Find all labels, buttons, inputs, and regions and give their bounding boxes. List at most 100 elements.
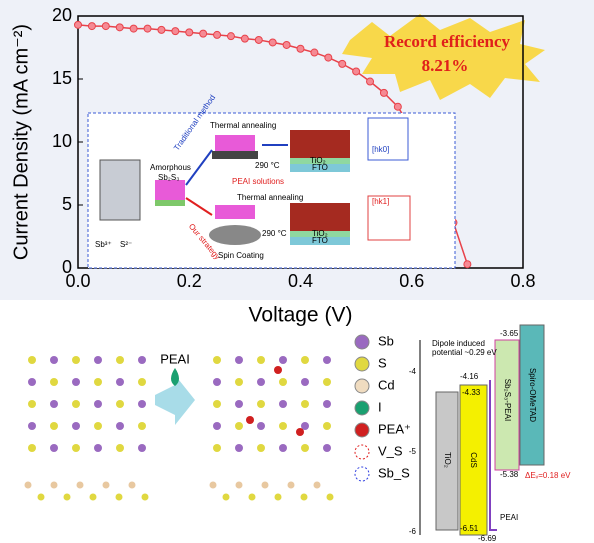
marker <box>310 48 319 57</box>
y-tick-label: 0 <box>62 257 72 277</box>
atom <box>28 378 36 386</box>
atom <box>72 444 80 452</box>
arrow <box>185 149 213 186</box>
legend-label: PEA⁺ <box>378 421 411 436</box>
atom <box>301 356 309 364</box>
inset-text: TiO₂ <box>312 229 328 238</box>
pea <box>274 366 282 374</box>
structure: PEAI Sb S Cd I PEA⁺ V_S Sb_S <box>15 333 411 525</box>
atom <box>300 493 308 501</box>
legend-symbol <box>354 444 370 460</box>
marker <box>185 28 194 37</box>
tio2-layer <box>290 231 350 237</box>
inset-text: Thermal annealing <box>210 121 276 130</box>
atom <box>235 378 243 386</box>
atom <box>141 493 149 501</box>
band-text: TiO₂ <box>443 452 452 468</box>
atom <box>301 378 309 386</box>
absorber-band <box>494 339 520 471</box>
film <box>155 180 185 200</box>
atom <box>323 422 331 430</box>
y-tick-label: 5 <box>62 194 72 214</box>
energy-label: -6 <box>409 527 417 536</box>
atom <box>138 356 146 364</box>
starburst <box>342 14 545 100</box>
x-axis-label: Voltage (V) <box>249 304 353 327</box>
atom <box>274 493 282 501</box>
atom <box>89 493 97 501</box>
marker <box>226 32 235 41</box>
atom <box>257 356 265 364</box>
atom <box>257 422 265 430</box>
arrow-label: PEAI <box>160 351 190 366</box>
atom <box>28 356 36 364</box>
marker <box>101 22 110 31</box>
atom <box>326 493 334 501</box>
band-text: potential ~0.29 eV <box>432 348 497 357</box>
band-text: Dipole induced <box>432 339 485 348</box>
band-text: Sb₂S₃-PEAI <box>503 379 512 421</box>
legend-label: V_S <box>378 443 403 458</box>
atom <box>50 481 58 489</box>
atom <box>138 400 146 408</box>
atom <box>257 400 265 408</box>
annotation: 8.21% <box>422 56 469 75</box>
atom <box>128 481 136 489</box>
atom <box>301 422 309 430</box>
atom <box>94 444 102 452</box>
atom <box>323 356 331 364</box>
arrow <box>185 197 213 216</box>
atom <box>235 400 243 408</box>
atom <box>248 493 256 501</box>
legend-symbol <box>354 378 370 394</box>
atom <box>28 422 36 430</box>
atom <box>94 400 102 408</box>
marker <box>268 38 277 47</box>
inset-text: 290 °C <box>255 161 280 170</box>
marker <box>199 29 208 38</box>
atom <box>94 356 102 364</box>
marker <box>157 25 166 34</box>
x-tick-label: 0.0 <box>65 271 90 291</box>
atom <box>235 356 243 364</box>
atom <box>323 400 331 408</box>
atom <box>213 422 221 430</box>
atom <box>279 356 287 364</box>
legend-label: I <box>378 399 382 414</box>
legend-label: S <box>378 355 387 370</box>
x-tick-label: 0.4 <box>288 271 313 291</box>
atom <box>50 400 58 408</box>
marker <box>296 44 305 53</box>
marker <box>129 24 138 33</box>
atom <box>323 378 331 386</box>
marker <box>393 102 402 111</box>
atom <box>72 356 80 364</box>
energy-label: -4 <box>409 367 417 376</box>
atom <box>279 422 287 430</box>
energy-label: -5 <box>409 447 417 456</box>
inset-text: FTO <box>312 236 328 245</box>
chart: 0.0 0.2 0.4 0.6 0.8 0 5 10 15 20 Voltage (V) Curren… <box>10 5 535 327</box>
spiro-band <box>519 324 545 466</box>
atom <box>102 481 110 489</box>
annotation: Record efficiency <box>384 32 511 51</box>
atom <box>37 493 45 501</box>
atom <box>235 422 243 430</box>
marker <box>324 53 333 62</box>
film <box>215 205 255 219</box>
atom <box>257 444 265 452</box>
atom <box>50 422 58 430</box>
inset-text: FTO <box>312 163 328 172</box>
inset-text: [hk0] <box>372 145 389 154</box>
marker <box>254 35 263 44</box>
marker <box>74 20 82 29</box>
atom <box>301 444 309 452</box>
inset-text: PEAI solutions <box>232 177 284 186</box>
atom <box>213 400 221 408</box>
atom <box>323 444 331 452</box>
y-tick-label: 20 <box>52 5 72 25</box>
marker <box>282 40 291 49</box>
atom <box>76 481 84 489</box>
atom <box>261 481 269 489</box>
